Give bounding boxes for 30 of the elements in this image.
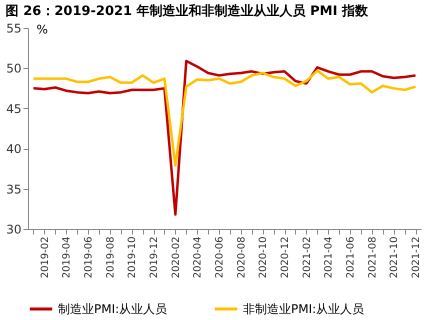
x-tick-label: 2020-10 [258, 236, 270, 278]
y-tick-label: 45 [6, 102, 22, 116]
y-tick-label: 55 [6, 22, 22, 36]
x-tick-label: 2021-06 [346, 236, 357, 278]
x-tick-label: 2019-02 [40, 236, 51, 278]
chart-title: 图 26：2019-2021 年制造业和非制造业从业人员 PMI 指数 [6, 3, 369, 19]
x-tick-label: 2020-08 [236, 236, 248, 278]
line-series [32, 60, 417, 216]
y-tick-label: 40 [6, 142, 22, 156]
x-tick-label: 2020-06 [214, 236, 226, 278]
legend-label: 非制造业PMI:从业人员 [243, 302, 364, 316]
x-tick-label: 2021-04 [324, 236, 335, 278]
y-tick-label: 30 [6, 222, 22, 236]
x-tick-label: 2019-10 [127, 236, 138, 278]
x-tick-label: 2021-02 [302, 236, 313, 278]
legend-label: 制造业PMI:从业人员 [58, 302, 168, 316]
x-tick-label: 2021-12 [411, 236, 422, 278]
x-tick-label: 2020-12 [280, 236, 292, 278]
line-series [32, 69, 417, 167]
x-tick-label: 2020-04 [192, 236, 204, 278]
x-tick-label: 2019-12 [149, 236, 160, 278]
x-tick-label: 2019-04 [62, 236, 73, 278]
y-tick-label: 50 [6, 62, 22, 76]
x-tick-label: 2021-08 [367, 236, 378, 278]
x-tick-label: 2020-02 [170, 236, 182, 278]
x-tick-label: 2021-10 [389, 236, 400, 278]
y-axis-title: % [36, 22, 48, 36]
y-tick-label: 35 [6, 182, 22, 196]
x-tick-label: 2019-06 [84, 236, 95, 278]
x-tick-label: 2019-08 [105, 236, 116, 278]
